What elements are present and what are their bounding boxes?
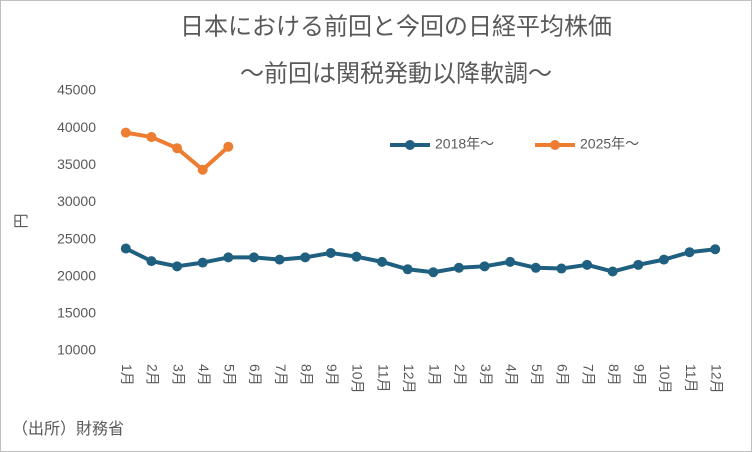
x-tick-label: 6月 [247, 364, 263, 386]
data-point [607, 266, 618, 277]
x-tick-label: 8月 [298, 364, 314, 386]
legend-marker [550, 140, 560, 150]
x-tick-label: 4月 [196, 364, 212, 386]
x-tick-label: 7月 [273, 364, 289, 386]
data-point [402, 264, 413, 275]
data-point [197, 164, 208, 175]
data-point [556, 263, 567, 274]
x-tick-label: 3月 [478, 364, 494, 386]
y-tick-label: 45000 [57, 82, 96, 98]
x-tick-label: 11月 [375, 364, 391, 393]
x-tick-label: 5月 [529, 364, 545, 386]
data-point [530, 262, 541, 273]
chart-title: 日本における前回と今回の日経平均株価 [180, 13, 612, 40]
x-tick-label: 3月 [170, 364, 186, 386]
y-tick-label: 10000 [57, 342, 96, 358]
x-tick-label: 1月 [427, 364, 443, 386]
data-point [505, 256, 516, 267]
data-point [684, 247, 695, 258]
data-point [633, 259, 644, 270]
x-tick-label: 6月 [555, 364, 571, 386]
data-point [428, 267, 439, 278]
y-tick-label: 20000 [57, 267, 96, 283]
x-tick-label: 9月 [632, 364, 648, 386]
data-point [325, 247, 336, 258]
data-point [351, 251, 362, 262]
legend-label: 2025年～ [580, 136, 639, 152]
x-tick-label: 1月 [119, 364, 135, 386]
data-point [658, 254, 669, 265]
y-axis-label: 円 [13, 213, 30, 228]
x-tick-label: 2月 [145, 364, 161, 386]
x-tick-label: 12月 [401, 364, 417, 394]
data-point [146, 132, 157, 143]
x-tick-label: 10月 [350, 364, 366, 394]
x-tick-label: 2月 [452, 364, 468, 386]
x-tick-label: 9月 [324, 364, 340, 386]
x-tick-label: 7月 [580, 364, 596, 386]
x-tick-label: 5月 [222, 364, 238, 386]
y-tick-label: 15000 [57, 305, 96, 321]
data-point [274, 254, 285, 265]
data-point [453, 262, 464, 273]
data-point [120, 127, 131, 138]
data-point [146, 256, 157, 267]
x-tick-label: 10月 [657, 364, 673, 394]
data-point [172, 143, 183, 154]
data-point [300, 252, 311, 263]
y-tick-label: 25000 [57, 230, 96, 246]
x-tick-label: 8月 [606, 364, 622, 386]
data-point [120, 243, 131, 254]
y-tick-label: 30000 [57, 193, 96, 209]
data-point [248, 252, 259, 263]
data-point [479, 261, 490, 272]
x-tick-label: 11月 [683, 364, 699, 393]
data-point [172, 261, 183, 272]
y-tick-label: 40000 [57, 119, 96, 135]
x-tick-label: 12月 [708, 364, 724, 394]
x-tick-label: 4月 [503, 364, 519, 386]
data-point [710, 244, 721, 255]
legend-label: 2018年～ [435, 136, 494, 152]
legend-marker [405, 140, 415, 150]
data-point [377, 256, 388, 267]
data-point [582, 259, 593, 270]
y-tick-label: 35000 [57, 156, 96, 172]
source-note: （出所）財務省 [12, 420, 124, 438]
data-point [197, 257, 208, 268]
data-point [223, 252, 234, 263]
data-point [223, 141, 234, 152]
chart-subtitle: ～前回は関税発動以降軟調～ [240, 60, 552, 87]
